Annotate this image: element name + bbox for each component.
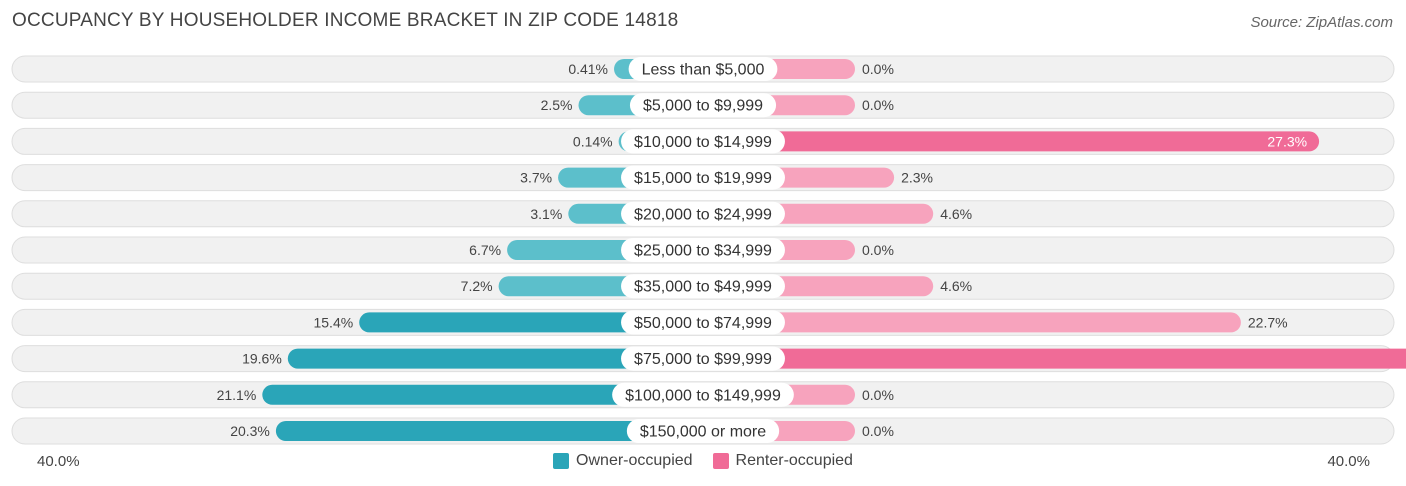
renter-value-label: 27.3% [1267, 133, 1307, 149]
legend-item-renter[interactable]: Renter-occupied [712, 452, 853, 470]
renter-value-label: 0.0% [862, 61, 894, 77]
renter-value-label: 22.7% [1248, 314, 1288, 330]
owner-value-label: 2.5% [541, 97, 573, 113]
axis-left-label: 40.0% [37, 453, 80, 470]
owner-value-label: 15.4% [313, 314, 353, 330]
owner-value-label: 7.2% [461, 278, 493, 294]
category-label: $100,000 to $149,999 [625, 387, 781, 404]
category-label: $20,000 to $24,999 [634, 206, 772, 223]
category-label: $150,000 or more [640, 424, 766, 441]
category-label: $35,000 to $49,999 [634, 279, 772, 296]
legend-renter-label: Renter-occupied [735, 452, 853, 469]
legend-item-owner[interactable]: Owner-occupied [553, 452, 693, 470]
renter-value-label: 4.6% [940, 206, 972, 222]
category-label-pill [621, 165, 785, 190]
axis-right-label: 40.0% [1327, 453, 1370, 470]
category-label: $25,000 to $34,999 [634, 243, 772, 260]
owner-value-label: 0.41% [568, 61, 608, 77]
source-credit: Source: ZipAtlas.com [1250, 14, 1393, 31]
category-label: $50,000 to $74,999 [634, 315, 772, 332]
renter-bar [703, 131, 1320, 152]
category-label-pill [621, 201, 785, 226]
category-label: Less than $5,000 [642, 62, 765, 79]
category-label: $10,000 to $14,999 [634, 134, 772, 151]
owner-value-label: 0.14% [573, 133, 613, 149]
renter-value-label: 0.0% [862, 423, 894, 439]
legend: Owner-occupied Renter-occupied [0, 452, 1406, 470]
category-label-pill [621, 346, 785, 371]
category-label-pill [628, 57, 778, 81]
owner-value-label: 20.3% [230, 423, 270, 439]
category-label: $75,000 to $99,999 [634, 351, 772, 368]
category-label-pill [621, 129, 785, 154]
renter-value-label: 4.6% [940, 278, 972, 294]
category-label-pill [621, 310, 785, 335]
category-label: $15,000 to $19,999 [634, 170, 772, 187]
owner-swatch-icon [553, 453, 570, 469]
renter-bar [703, 348, 1406, 369]
renter-value-label: 0.0% [862, 97, 894, 113]
diverging-bar-chart: 0.41% 0.0% Less than $5,000 2.5% 0.0% $5,000 … [11, 55, 1406, 445]
renter-value-label: 2.3% [901, 170, 933, 186]
category-label-pill [621, 238, 785, 262]
owner-value-label: 3.7% [520, 170, 552, 186]
category-label-pill [626, 419, 780, 443]
category-label-pill [621, 274, 785, 299]
chart-title: OCCUPANCY BY HOUSEHOLDER INCOME BRACKET … [12, 10, 679, 31]
owner-value-label: 3.1% [530, 206, 562, 222]
category-label-pill [629, 93, 777, 118]
renter-bar [703, 312, 1241, 333]
renter-value-label: 0.0% [862, 387, 894, 403]
owner-value-label: 19.6% [242, 351, 282, 367]
renter-value-label: 0.0% [862, 242, 894, 258]
renter-swatch-icon [712, 453, 729, 469]
owner-bar [287, 348, 703, 369]
owner-bar [359, 312, 703, 333]
owner-value-label: 21.1% [217, 387, 257, 403]
category-label: $5,000 to $9,999 [643, 98, 763, 115]
owner-bar [262, 384, 703, 405]
owner-bar [275, 421, 703, 441]
legend-owner-label: Owner-occupied [576, 452, 693, 469]
category-label-pill [612, 382, 794, 407]
owner-value-label: 6.7% [469, 242, 501, 258]
